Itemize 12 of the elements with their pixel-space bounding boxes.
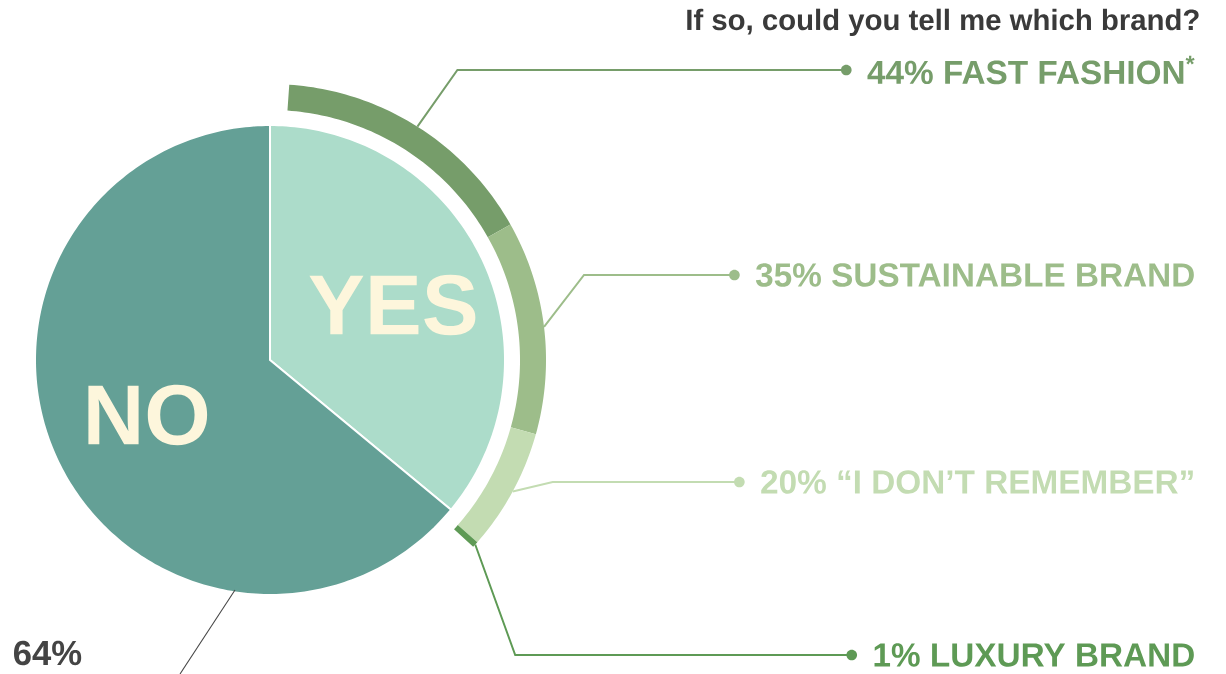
- slice-label: NO: [88, 384, 208, 446]
- data-label: 35%: [755, 263, 821, 287]
- legend-label: LUXURY BRAND: [932, 643, 1194, 667]
- data-label: 64%: [13, 640, 82, 666]
- slice-label: “I DON’T REMEMBER”: [838, 470, 1193, 494]
- chart-title: If so, could you tell me which brand?: [687, 8, 1199, 37]
- data-label: 44%: [867, 60, 933, 85]
- slice-label: YES: [309, 274, 476, 336]
- slice-label: SUSTAINABLE BRAND: [832, 263, 1194, 287]
- data-label: 1%: [874, 643, 920, 667]
- slice-label: FAST FASHION$^{*}$: [945, 55, 1195, 85]
- data-label: 20%: [761, 470, 826, 494]
